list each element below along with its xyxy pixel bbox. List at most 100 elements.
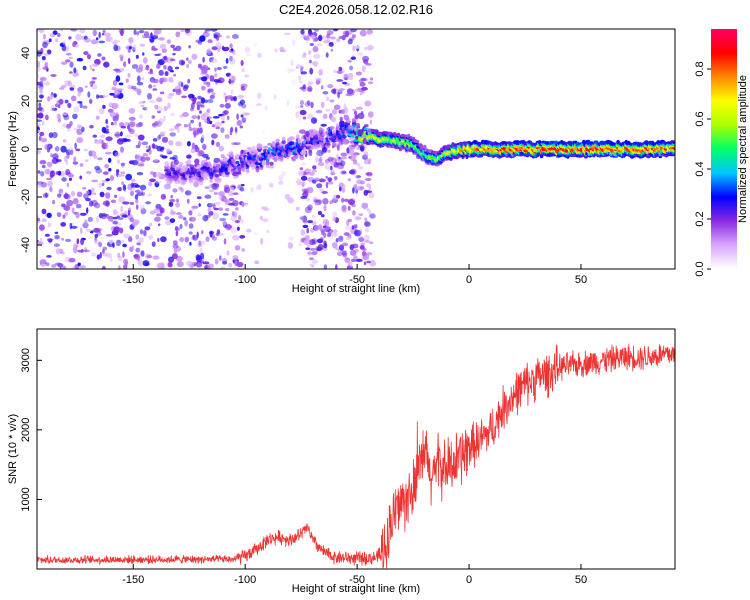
- spectrogram-cell: [180, 29, 186, 33]
- spectrogram-cell: [328, 41, 334, 47]
- spectrogram-cell: [134, 194, 139, 200]
- spectrogram-cell: [245, 46, 251, 54]
- spectrogram-cell: [355, 146, 361, 151]
- spectrogram-cell: [352, 210, 356, 216]
- spectrogram-cell: [89, 150, 97, 157]
- spectrogram-cell: [164, 216, 170, 220]
- spectrogram-cell: [170, 44, 176, 49]
- spectrogram-cell: [266, 229, 270, 234]
- spectrogram-cell: [148, 84, 153, 89]
- spectrogram-cell: [301, 54, 307, 58]
- snr-x-tick-label: 0: [466, 574, 472, 586]
- spectrogram-cell: [39, 131, 45, 137]
- snr-x-tick-label: -50: [349, 574, 365, 586]
- spectrogram-cell: [177, 127, 180, 133]
- spectrogram-cell: [322, 219, 330, 226]
- spectrogram-cell: [113, 103, 119, 109]
- spectrogram-cell: [209, 189, 214, 193]
- spectrogram-cell: [369, 77, 374, 81]
- spectrogram-cell: [230, 48, 234, 52]
- spectrogram-cell: [311, 265, 314, 268]
- spectrogram-cell: [118, 265, 121, 269]
- spectrogram-cell: [203, 177, 209, 181]
- spectrogram-cell: [102, 30, 106, 33]
- spectrogram-cell: [332, 88, 337, 95]
- spectrogram-cell: [235, 153, 240, 158]
- spectrogram-cell: [357, 112, 365, 120]
- spectrogram-cell: [345, 236, 351, 241]
- spectrogram-cell: [353, 110, 358, 115]
- spectrogram-cell: [290, 59, 294, 67]
- spectrogram-cell: [181, 95, 188, 99]
- spectrogram-cell: [196, 104, 200, 111]
- spectrogram-cell: [84, 38, 91, 43]
- spectrogram-cell: [101, 56, 106, 61]
- spectrogram-cell: [193, 181, 200, 188]
- spectrogram-cell: [358, 236, 365, 242]
- spectrogram-cell: [298, 76, 302, 80]
- spectrogram-cell: [196, 256, 202, 263]
- spectrogram-cell: [352, 187, 355, 194]
- spectrogram-cell: [356, 88, 364, 92]
- spectrogram-cell: [355, 71, 362, 76]
- spectrogram-cell: [242, 112, 250, 116]
- spectrogram-cell: [105, 151, 112, 155]
- spectrogram-cell: [168, 128, 175, 132]
- spectrogram-cell: [158, 69, 164, 76]
- spectrogram-cell: [241, 68, 245, 72]
- spectrogram-cell: [176, 261, 184, 268]
- spectrogram-cell: [326, 127, 330, 131]
- spectrogram-cell: [310, 117, 318, 124]
- spectrogram-cell: [96, 253, 101, 260]
- spectrogram-cell: [38, 94, 44, 99]
- spectrogram-cell: [53, 243, 61, 248]
- spectrogram-cell: [169, 132, 176, 137]
- spectrogram-cell: [146, 149, 150, 153]
- spectrogram-cell: [105, 234, 113, 237]
- spectrogram-cell: [348, 72, 354, 78]
- spectrogram-cell: [366, 127, 371, 134]
- spectrogram-cell: [76, 137, 84, 144]
- spectrogram-cell: [160, 146, 165, 150]
- spectrogram-cell: [114, 112, 119, 120]
- spectrogram-cell: [229, 130, 233, 136]
- spectrogram-cell: [256, 143, 263, 148]
- spectrogram-cell: [337, 134, 343, 138]
- spectrogram-cell: [79, 163, 84, 167]
- spectrogram-cell: [202, 143, 207, 150]
- spectrogram-cell: [51, 107, 58, 111]
- spectrogram-cell: [200, 240, 206, 245]
- spectrogram-cell: [236, 261, 244, 268]
- spectrogram-cell: [204, 186, 210, 189]
- spectrogram-cell: [187, 78, 191, 84]
- spectrogram-cell: [226, 95, 234, 100]
- spectrogram-cell: [201, 64, 209, 72]
- spectrogram-cell: [169, 198, 176, 203]
- spectrogram-cell: [93, 139, 101, 145]
- spectrogram-cell: [235, 160, 240, 165]
- spectrogram-cell: [124, 134, 132, 138]
- spectrogram-cell: [310, 101, 314, 109]
- spectrogram-cell: [175, 45, 182, 52]
- spectrogram-cell: [222, 220, 227, 226]
- colorbar-tick-label: 0.8: [694, 61, 706, 76]
- spectrogram-cell: [410, 136, 416, 140]
- spectrogram-cell: [170, 112, 175, 117]
- spectrogram-cell: [347, 38, 353, 45]
- spectrogram-cell: [319, 237, 324, 242]
- spectrogram-cell: [70, 149, 74, 156]
- spectrogram-cell: [364, 46, 367, 51]
- spectrogram-cell: [113, 68, 121, 72]
- spectrogram-cell: [186, 154, 192, 159]
- spectrogram-cell: [41, 120, 45, 127]
- spectrogram-cell: [199, 127, 203, 134]
- spectrogram-cell: [316, 134, 323, 138]
- spectrogram-cell: [63, 40, 66, 46]
- spectrogram-cell: [154, 53, 161, 57]
- spectrogram-cell: [173, 73, 177, 77]
- spectrogram-cell: [339, 116, 343, 122]
- spectrogram-cell: [214, 258, 219, 265]
- spectrogram-cell: [353, 152, 360, 156]
- spectrogram-cell: [83, 193, 89, 200]
- spectrogram-cell: [37, 129, 41, 133]
